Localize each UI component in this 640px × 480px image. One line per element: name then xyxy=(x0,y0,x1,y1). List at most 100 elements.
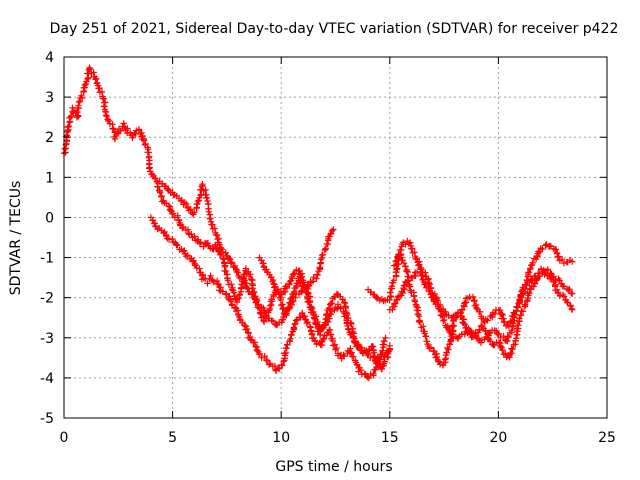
data-point xyxy=(337,305,344,312)
data-point xyxy=(292,294,299,301)
data-point xyxy=(438,311,446,319)
data-point xyxy=(402,263,409,270)
data-point xyxy=(341,353,348,360)
data-point xyxy=(226,255,233,262)
data-point xyxy=(287,335,294,343)
data-point xyxy=(457,312,464,319)
x-tick-label: 20 xyxy=(489,430,507,446)
series-track-1 xyxy=(60,64,393,373)
data-point xyxy=(229,301,236,308)
data-point xyxy=(233,268,240,275)
data-point xyxy=(74,109,81,116)
data-point xyxy=(392,258,399,265)
data-point xyxy=(162,231,170,239)
data-point xyxy=(244,284,251,292)
data-point xyxy=(260,317,267,324)
data-point xyxy=(558,256,566,263)
data-point xyxy=(499,347,506,354)
data-point xyxy=(328,300,336,307)
data-point xyxy=(504,321,511,328)
data-point xyxy=(395,293,402,300)
y-tick-label: -4 xyxy=(40,371,54,387)
data-point xyxy=(265,361,273,368)
data-point xyxy=(429,293,436,300)
data-point xyxy=(280,358,287,365)
data-point xyxy=(399,289,406,297)
data-point xyxy=(276,365,283,372)
data-point xyxy=(274,364,282,372)
data-point xyxy=(216,251,224,258)
data-point xyxy=(531,280,539,287)
data-point xyxy=(184,226,192,233)
data-point xyxy=(117,127,124,135)
series-track-3 xyxy=(156,178,337,329)
y-tick-label: 0 xyxy=(45,210,54,226)
data-point xyxy=(317,256,325,263)
data-point xyxy=(370,352,377,360)
data-point xyxy=(317,326,325,333)
data-point xyxy=(184,252,191,259)
data-point xyxy=(191,233,198,240)
data-point xyxy=(339,296,346,303)
data-point xyxy=(165,202,173,210)
data-point xyxy=(421,281,428,288)
data-point xyxy=(247,336,254,343)
data-point xyxy=(199,271,206,278)
data-point xyxy=(313,275,320,282)
data-point xyxy=(191,208,198,216)
data-point xyxy=(303,319,310,327)
data-point xyxy=(292,317,300,324)
data-point xyxy=(311,337,318,344)
data-point xyxy=(86,65,94,73)
data-point xyxy=(314,271,321,279)
axis-ticks: 0 5 10 15 20 25 -5 -4 -3 -2 -1 0 1 2 3 4 xyxy=(40,50,616,446)
series-track-6 xyxy=(390,251,576,369)
data-point xyxy=(314,318,321,326)
data-point xyxy=(418,266,425,273)
data-point xyxy=(527,265,534,272)
data-point xyxy=(261,352,268,360)
y-tick-label: -5 xyxy=(40,411,54,427)
data-point xyxy=(256,350,264,358)
y-tick-label: -1 xyxy=(40,251,54,267)
data-point xyxy=(75,113,82,120)
data-point xyxy=(248,276,255,283)
data-point xyxy=(495,330,503,338)
data-point xyxy=(569,306,576,313)
data-point xyxy=(413,268,421,276)
chart-title: Day 251 of 2021, Sidereal Day-to-day VTE… xyxy=(50,21,619,37)
data-point xyxy=(309,278,317,285)
data-point xyxy=(284,341,291,349)
data-point xyxy=(266,360,274,367)
data-point xyxy=(174,242,181,249)
data-point xyxy=(452,314,459,321)
data-point xyxy=(283,308,290,315)
data-point xyxy=(327,311,335,318)
data-point xyxy=(222,267,230,275)
data-point xyxy=(510,317,517,324)
data-point xyxy=(257,310,264,317)
data-point xyxy=(544,266,551,273)
data-point xyxy=(181,247,188,254)
data-point xyxy=(169,235,176,243)
data-point xyxy=(416,318,424,326)
data-point xyxy=(306,323,314,330)
data-point xyxy=(469,293,477,301)
data-point xyxy=(236,274,243,282)
data-point xyxy=(277,287,285,295)
data-point xyxy=(325,305,332,312)
data-point xyxy=(140,137,148,144)
data-point xyxy=(194,198,201,205)
plot-frame xyxy=(63,56,608,419)
data-point xyxy=(270,293,277,300)
data-point xyxy=(501,318,508,325)
data-point xyxy=(386,346,393,353)
data-point xyxy=(400,259,408,267)
data-point xyxy=(204,280,211,287)
series-track-5 xyxy=(364,237,576,330)
data-point xyxy=(382,334,389,341)
data-point xyxy=(555,253,562,260)
data-point xyxy=(298,309,306,317)
data-point xyxy=(84,75,91,83)
data-point xyxy=(505,333,512,341)
